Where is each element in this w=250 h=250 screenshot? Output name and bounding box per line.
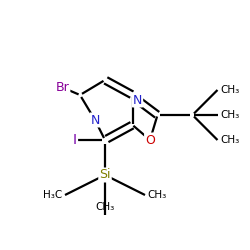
Text: Si: Si <box>99 168 111 181</box>
Text: I: I <box>73 133 77 147</box>
Text: O: O <box>145 134 155 146</box>
Text: N: N <box>133 94 142 106</box>
Text: CH₃: CH₃ <box>148 190 167 200</box>
Text: CH₃: CH₃ <box>220 110 239 120</box>
Text: CH₃: CH₃ <box>96 202 114 212</box>
Text: CH₃: CH₃ <box>220 135 239 145</box>
Text: CH₃: CH₃ <box>220 85 239 95</box>
Text: Br: Br <box>56 81 70 94</box>
Text: H₃C: H₃C <box>43 190 62 200</box>
Text: N: N <box>90 114 100 126</box>
